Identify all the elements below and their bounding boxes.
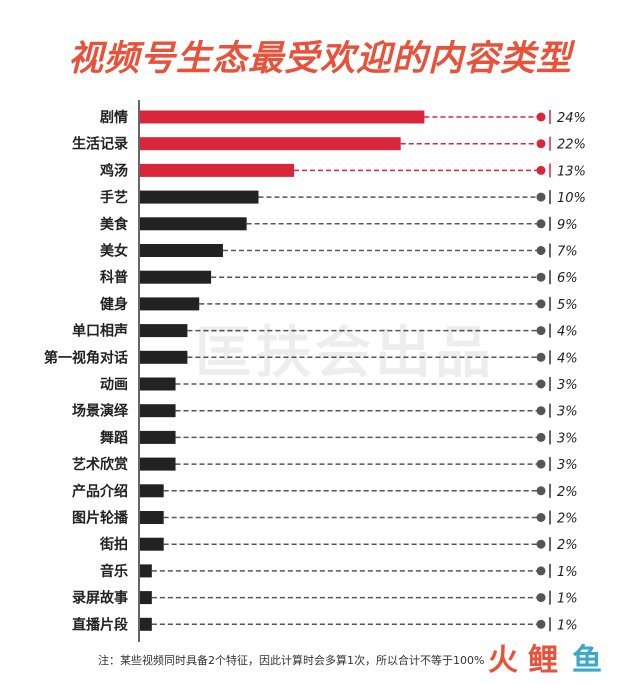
bar <box>140 324 188 338</box>
bar <box>140 430 176 444</box>
category-label: 图片轮播 <box>72 510 129 527</box>
bar <box>140 404 176 418</box>
category-label: 美食 <box>100 216 129 233</box>
value-label: 9% <box>557 218 578 233</box>
end-dot <box>536 139 546 149</box>
category-label: 剧情 <box>100 109 128 126</box>
category-label: 科普 <box>100 269 128 286</box>
bar <box>140 163 295 177</box>
value-label: 13% <box>557 164 586 179</box>
category-label: 动画 <box>100 376 128 393</box>
category-label: 街拍 <box>99 536 128 553</box>
bar <box>140 537 164 551</box>
value-label: 24% <box>557 111 586 126</box>
value-label: 2% <box>557 512 578 527</box>
end-dot <box>536 406 546 416</box>
end-dot <box>536 192 546 202</box>
value-label: 2% <box>557 538 578 553</box>
chart-title: 视频号生态最受欢迎的内容类型 <box>67 39 572 79</box>
end-dot <box>536 272 546 282</box>
category-label: 舞蹈 <box>100 429 128 446</box>
end-dot <box>536 112 546 122</box>
bar <box>140 511 164 524</box>
logo-char-3: 鱼 <box>572 643 602 678</box>
bar <box>140 564 152 578</box>
bar <box>140 457 176 471</box>
logo-char-1: 火 <box>488 643 518 678</box>
value-label: 1% <box>557 565 578 580</box>
bar <box>140 110 425 124</box>
bar <box>140 217 247 231</box>
value-label: 5% <box>557 298 578 313</box>
value-label: 7% <box>557 245 578 260</box>
category-label: 场景演绎 <box>72 403 129 420</box>
end-dot <box>536 593 546 603</box>
category-label: 健身 <box>100 296 128 313</box>
bar <box>140 137 401 151</box>
bar <box>140 270 212 284</box>
end-dot <box>536 326 546 336</box>
value-label: 4% <box>557 325 578 340</box>
end-dot <box>536 246 546 255</box>
footnote: 注：某些视频同时具备2个特征，因此计算时会多算1次，所以合计不等于100% <box>98 654 485 667</box>
value-label: 6% <box>557 271 578 286</box>
end-dot <box>536 219 546 229</box>
value-label: 3% <box>557 405 578 420</box>
brand-logo: 火 鲤 鱼 <box>488 643 602 678</box>
end-dot <box>536 459 546 469</box>
value-label: 2% <box>557 485 578 500</box>
logo-char-2: 鲤 <box>528 643 558 678</box>
category-label: 手艺 <box>100 189 128 206</box>
value-label: 4% <box>557 351 578 366</box>
category-label: 第一视角对话 <box>44 349 128 366</box>
bar <box>140 297 200 311</box>
category-label: 直播片段 <box>72 616 128 633</box>
bar <box>140 591 152 605</box>
end-dot <box>536 619 546 629</box>
category-label: 单口相声 <box>72 323 128 340</box>
value-label: 3% <box>557 378 578 393</box>
end-dot <box>536 379 546 389</box>
category-label: 音乐 <box>100 563 128 580</box>
value-label: 3% <box>557 431 578 446</box>
end-dot <box>536 566 546 576</box>
category-label: 生活记录 <box>72 136 128 153</box>
end-dot <box>536 299 546 309</box>
bar <box>140 350 188 364</box>
category-label: 产品介绍 <box>72 483 128 500</box>
value-label: 1% <box>557 592 578 607</box>
end-dot <box>536 165 546 175</box>
end-dot <box>536 432 546 442</box>
category-label: 录屏故事 <box>72 590 128 607</box>
value-label: 1% <box>557 618 578 633</box>
value-label: 3% <box>557 458 578 473</box>
value-label: 22% <box>557 138 586 153</box>
category-label: 鸡汤 <box>99 162 128 179</box>
category-label: 艺术欣赏 <box>72 456 128 473</box>
category-label: 美女 <box>100 243 128 260</box>
bar <box>140 377 176 391</box>
end-dot <box>536 486 546 496</box>
bar <box>140 484 164 498</box>
bar <box>140 190 259 204</box>
bar <box>140 617 152 631</box>
end-dot <box>536 539 546 549</box>
value-label: 10% <box>557 191 586 206</box>
bar <box>140 244 223 257</box>
end-dot <box>536 352 546 362</box>
end-dot <box>536 513 546 522</box>
